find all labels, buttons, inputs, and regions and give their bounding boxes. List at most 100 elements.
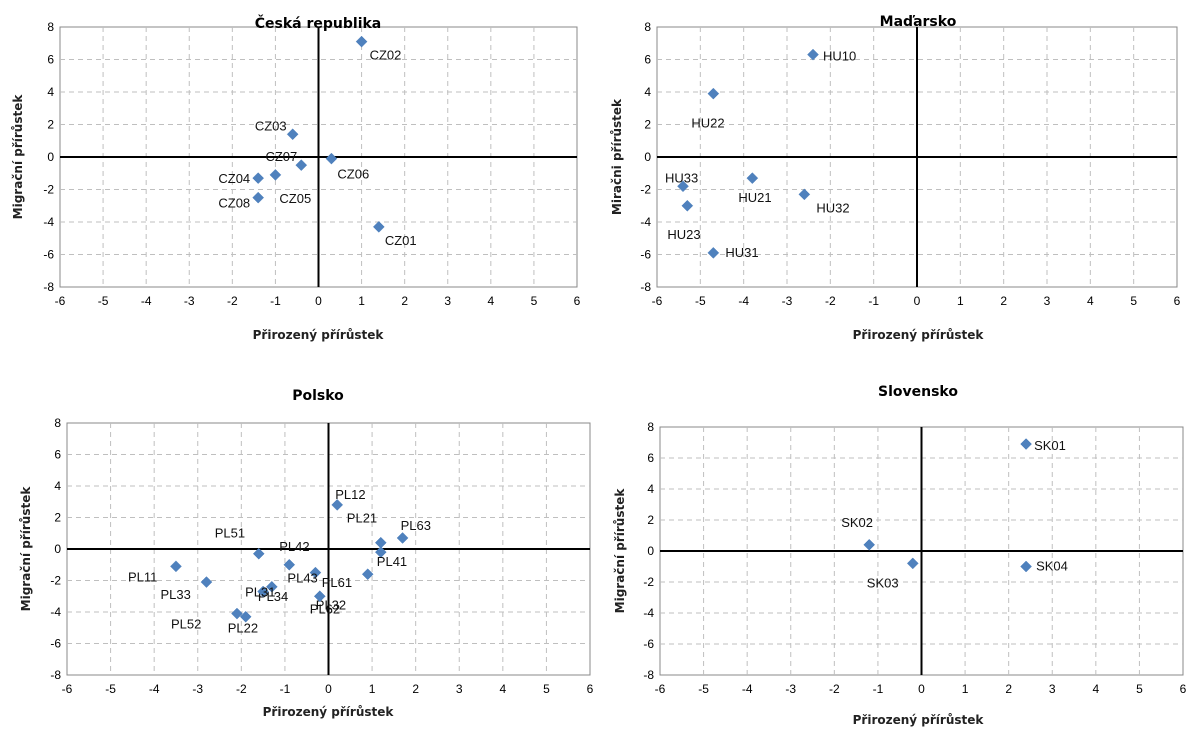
x-tick-label: 0: [325, 682, 332, 696]
data-point-cz01: [372, 221, 385, 233]
data-label-hu22: HU22: [691, 116, 724, 131]
y-tick-label: -2: [43, 183, 54, 197]
x-tick-label: -3: [782, 294, 793, 308]
data-label-hu23: HU23: [667, 227, 700, 242]
data-label-pl62: PL62: [310, 601, 340, 616]
x-tick-label: -1: [873, 682, 884, 696]
chart-title: Maďarsko: [880, 14, 957, 30]
x-tick-label: -1: [280, 682, 291, 696]
x-axis-title: Přirozený přírůstek: [853, 713, 985, 727]
x-tick-label: -6: [655, 682, 666, 696]
y-tick-label: 0: [54, 542, 61, 556]
y-tick-label: 2: [644, 118, 651, 132]
y-tick-label: -2: [50, 574, 61, 588]
data-label-hu21: HU21: [738, 190, 771, 205]
x-tick-label: 3: [456, 682, 463, 696]
data-label-cz08: CZ08: [218, 196, 250, 211]
data-point-hu21: [746, 172, 759, 184]
x-tick-label: 1: [957, 294, 964, 308]
data-label-hu32: HU32: [816, 200, 849, 215]
y-tick-label: -6: [50, 637, 61, 651]
y-tick-label: 4: [54, 479, 61, 493]
x-tick-label: -5: [98, 294, 109, 308]
data-label-cz04: CZ04: [218, 171, 250, 186]
data-point-hu31: [707, 247, 720, 259]
x-tick-label: -5: [695, 294, 706, 308]
y-tick-label: -4: [50, 605, 61, 619]
x-tick-label: 4: [1092, 682, 1099, 696]
data-label-cz02: CZ02: [370, 48, 402, 63]
x-tick-label: 3: [1044, 294, 1051, 308]
y-tick-label: 2: [54, 511, 61, 525]
x-tick-label: 2: [1005, 682, 1012, 696]
data-label-pl22: PL22: [228, 621, 258, 636]
x-axis-title: Přirozený přírůstek: [853, 328, 985, 342]
data-point-sk04: [1020, 560, 1032, 573]
y-tick-label: -6: [43, 248, 54, 262]
data-point-cz05: [269, 169, 282, 181]
data-point-pl41: [374, 546, 387, 559]
y-tick-label: -2: [640, 183, 651, 197]
chart-title: Slovensko: [878, 384, 958, 400]
x-tick-label: 6: [1174, 294, 1181, 308]
y-tick-label: 0: [644, 150, 651, 164]
y-tick-label: -6: [643, 637, 654, 651]
data-label-cz06: CZ06: [337, 167, 369, 182]
y-tick-label: -4: [43, 215, 54, 229]
x-tick-label: 4: [1087, 294, 1094, 308]
y-tick-label: 8: [644, 20, 651, 34]
x-tick-label: 0: [918, 682, 925, 696]
data-label-pl51: PL51: [215, 526, 245, 541]
data-point-pl52: [231, 607, 243, 620]
x-tick-label: 5: [1130, 294, 1137, 308]
chart-title: Polsko: [292, 388, 344, 404]
y-tick-label: 0: [647, 544, 654, 558]
y-axis-title: Migrační přírůstek: [19, 486, 33, 612]
y-axis-title: Miračni přírůstek: [610, 98, 624, 215]
x-tick-label: 1: [369, 682, 376, 696]
data-point-sk02: [863, 538, 876, 551]
y-tick-label: 6: [647, 451, 654, 465]
data-label-pl41: PL41: [377, 554, 407, 569]
data-label-cz01: CZ01: [385, 233, 417, 248]
data-label-pl61: PL61: [322, 575, 352, 590]
x-tick-label: 6: [587, 682, 594, 696]
x-tick-label: 5: [1136, 682, 1143, 696]
data-label-sk02: SK02: [841, 515, 873, 530]
data-point-cz02: [355, 35, 368, 48]
x-tick-label: -2: [236, 682, 247, 696]
data-point-pl42: [283, 558, 296, 571]
data-label-sk01: SK01: [1034, 438, 1066, 453]
x-tick-label: -1: [868, 294, 879, 308]
x-tick-label: -6: [652, 294, 663, 308]
y-tick-label: 2: [647, 513, 654, 527]
data-point-pl61: [361, 568, 374, 581]
data-label-hu33: HU33: [665, 170, 698, 185]
data-point-pl22: [239, 610, 252, 623]
data-label-pl43: PL43: [287, 571, 317, 586]
x-tick-label: 5: [543, 682, 550, 696]
y-tick-label: 4: [647, 482, 654, 496]
y-tick-label: 0: [47, 150, 54, 164]
data-point-sk01: [1020, 438, 1032, 450]
x-tick-label: 6: [1180, 682, 1187, 696]
data-label-sk04: SK04: [1036, 559, 1068, 574]
y-tick-label: 8: [47, 20, 54, 34]
y-axis-title: Migrační přírůstek: [613, 488, 627, 614]
data-point-pl34: [265, 580, 278, 593]
x-tick-label: 0: [315, 294, 322, 308]
x-tick-label: -2: [829, 682, 840, 696]
x-tick-label: -4: [141, 294, 152, 308]
data-point-pl33: [200, 576, 213, 588]
data-label-hu10: HU10: [823, 49, 856, 64]
data-point-hu10: [807, 48, 819, 61]
y-tick-label: -8: [640, 280, 651, 294]
data-point-sk03: [906, 557, 919, 570]
y-tick-label: 2: [47, 118, 54, 132]
y-tick-label: 6: [47, 53, 54, 67]
x-axis-title: Přirozený přírůstek: [263, 705, 395, 719]
x-tick-label: 0: [914, 294, 921, 308]
y-tick-label: 4: [644, 85, 651, 99]
x-tick-label: -3: [192, 682, 203, 696]
y-tick-label: 8: [54, 416, 61, 430]
